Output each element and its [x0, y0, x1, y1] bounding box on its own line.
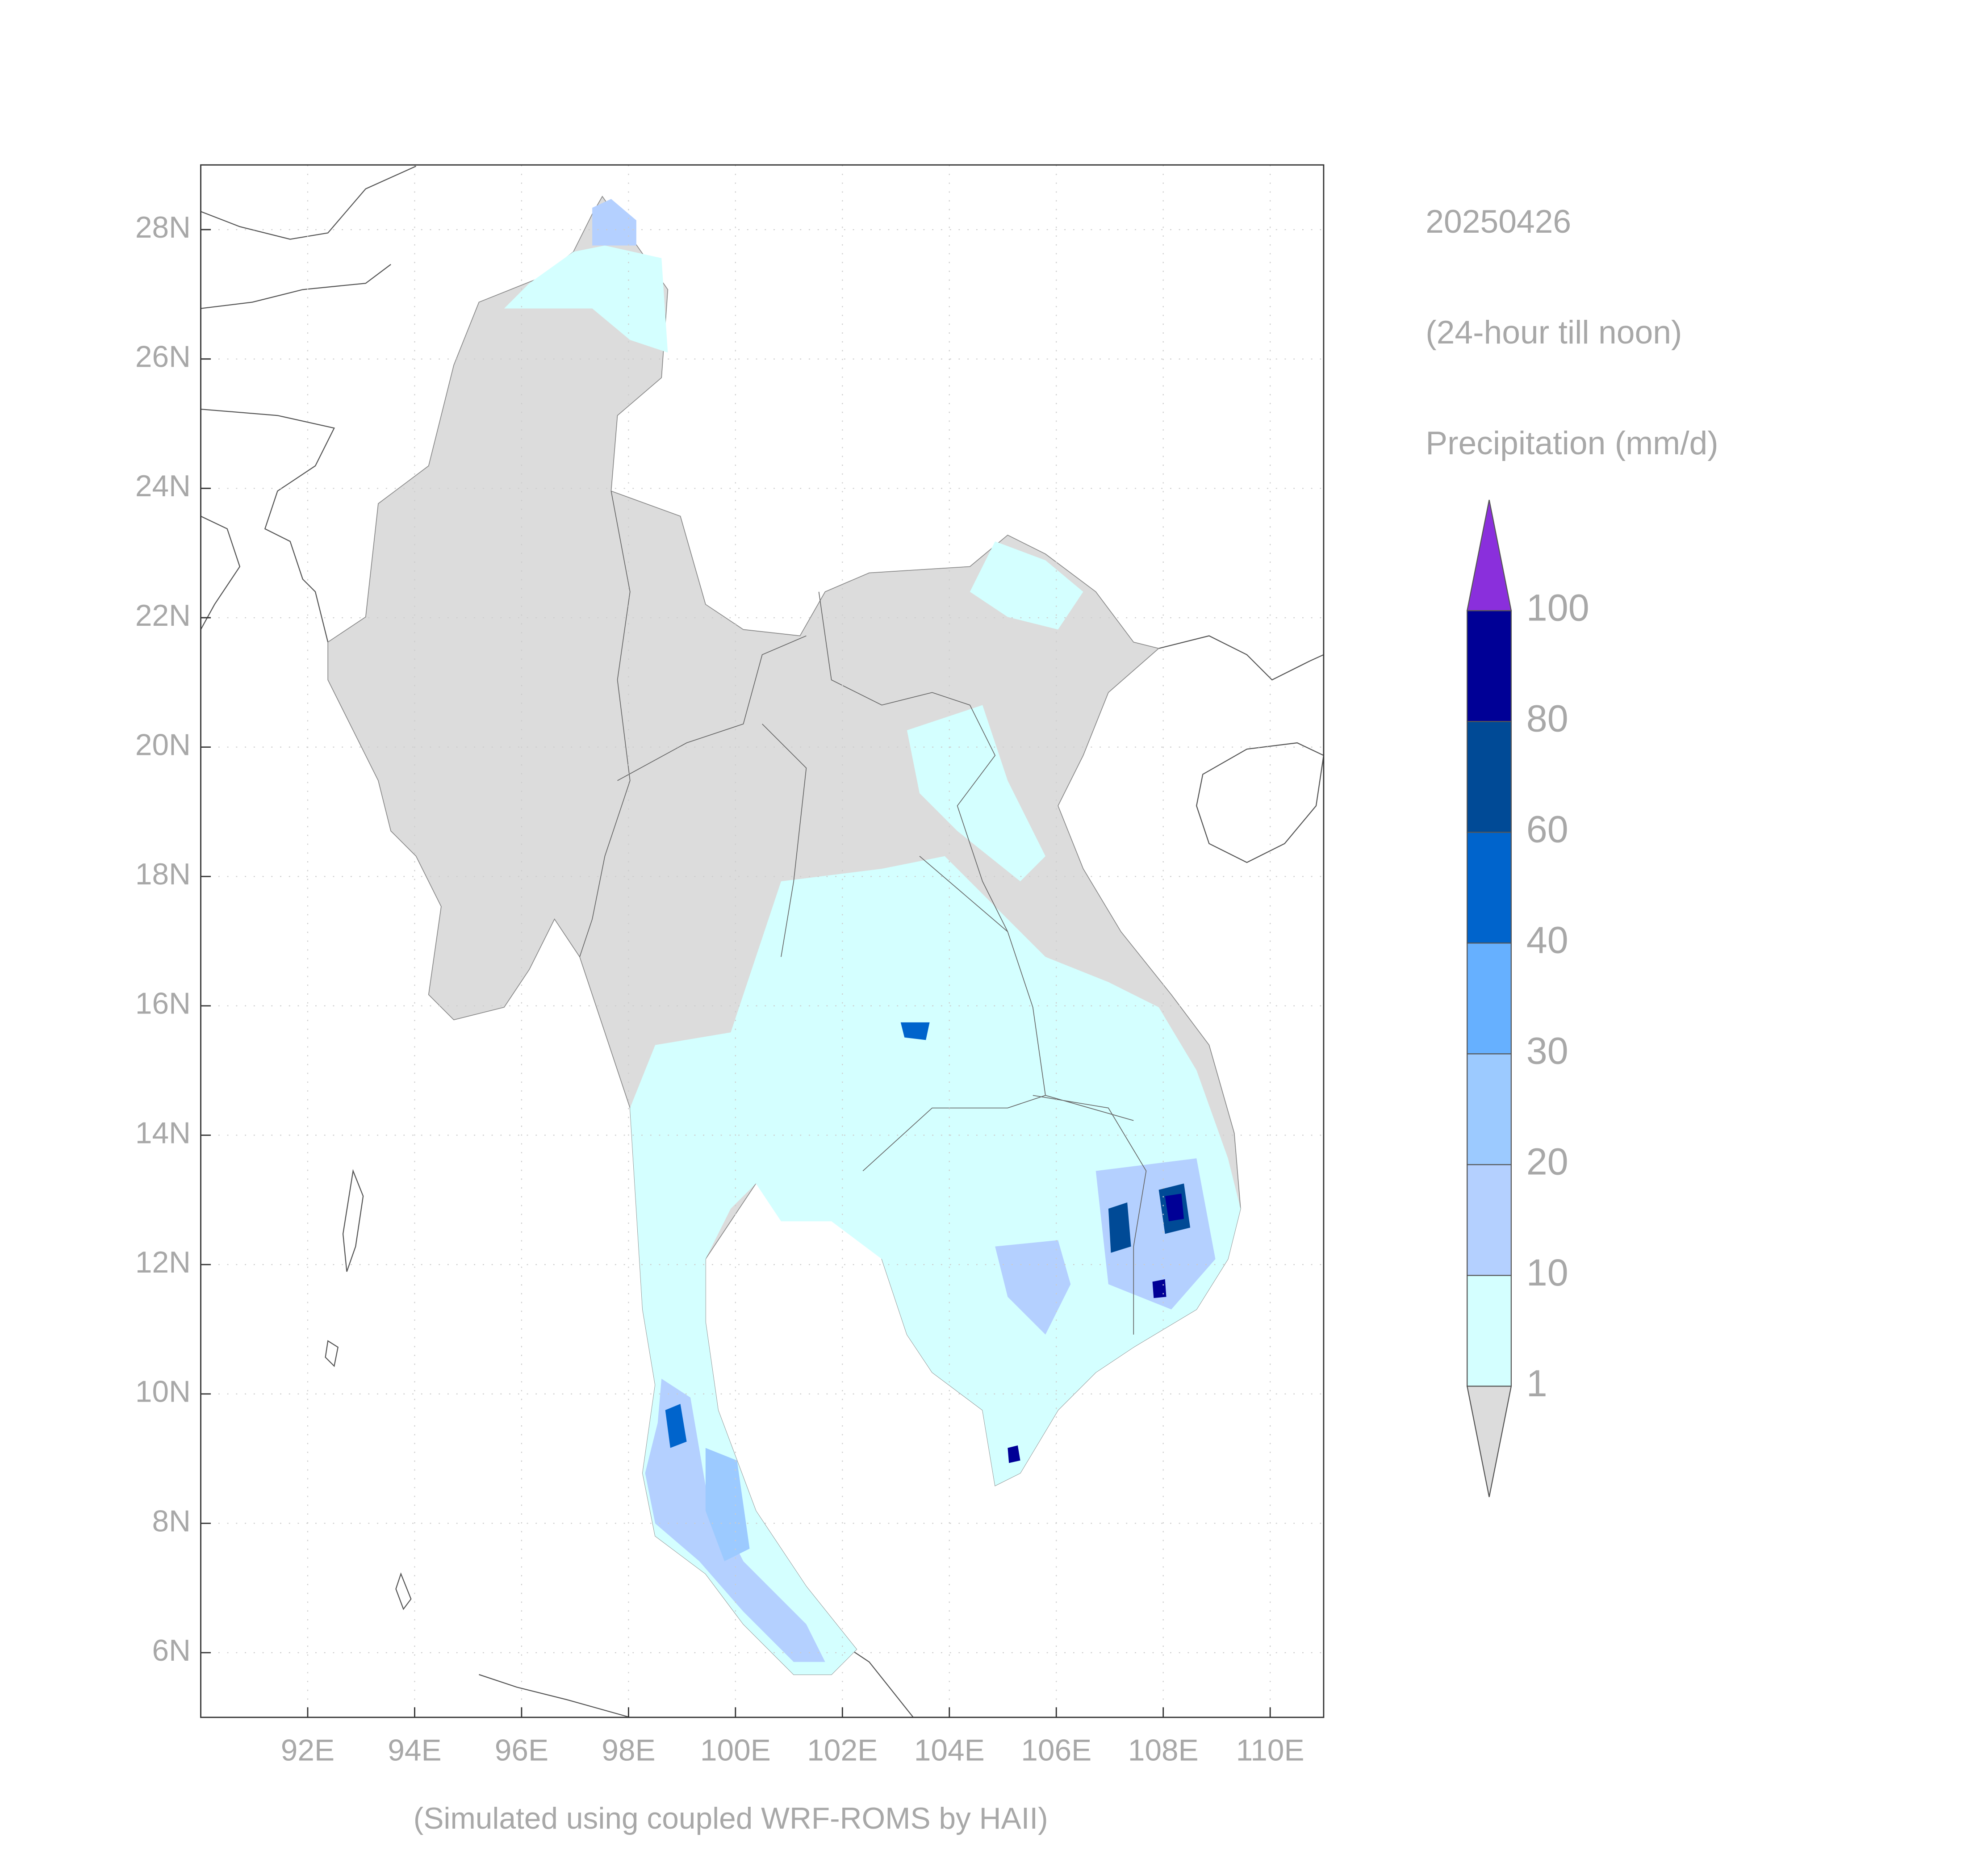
- coastline: [201, 264, 391, 309]
- rain-1-10: [504, 245, 668, 353]
- colorbar-label: 60: [1526, 808, 1568, 850]
- x-tick-label: 98E: [602, 1734, 655, 1767]
- y-tick-label: 18N: [135, 858, 191, 891]
- x-tick-label: 110E: [1236, 1734, 1304, 1767]
- y-tick-label: 22N: [135, 599, 191, 632]
- y-tick-label: 10N: [135, 1375, 191, 1409]
- x-tick-label: 96E: [495, 1734, 548, 1767]
- x-tick-label: 94E: [388, 1734, 441, 1767]
- hainan: [1196, 742, 1325, 863]
- colorbar-swatch: [1467, 1164, 1512, 1276]
- x-tick-label: 106E: [1021, 1734, 1091, 1767]
- y-tick-label: 8N: [152, 1504, 191, 1538]
- x-tick-label: 102E: [807, 1734, 878, 1767]
- colorbar-label: 20: [1526, 1140, 1568, 1183]
- rain-1-10: [970, 541, 1083, 630]
- grid: [201, 165, 1324, 1717]
- map-layer: [200, 164, 1325, 1718]
- colorbar-label: 1: [1526, 1362, 1547, 1404]
- y-tick-label: 12N: [135, 1246, 191, 1279]
- colorbar-label: 40: [1526, 919, 1568, 961]
- colorbar: 1 10 20 30 40 60 80 100: [1466, 499, 1589, 1497]
- border: [579, 491, 1147, 1335]
- colorbar-under: [1466, 1386, 1512, 1497]
- y-tick-label: 14N: [135, 1116, 191, 1150]
- rain-10-20: [592, 199, 636, 246]
- date: 20250426: [1426, 203, 1571, 240]
- colorbar-swatch: [1467, 610, 1512, 722]
- x-tick-label: 104E: [914, 1734, 985, 1767]
- coastline: [201, 408, 335, 642]
- colorbar-label: 30: [1526, 1030, 1568, 1072]
- islands: [325, 1169, 412, 1610]
- colorbar-swatch: [1467, 942, 1512, 1055]
- x-tick-label: 92E: [281, 1734, 334, 1767]
- colorbar-swatch: [1467, 1275, 1512, 1387]
- colorbar-label: 10: [1526, 1251, 1568, 1294]
- colorbar-swatch: [1467, 1053, 1512, 1165]
- colorbar-swatch: [1467, 832, 1512, 944]
- y-tick-label: 26N: [135, 340, 191, 374]
- rain-1-10: [907, 705, 1045, 882]
- rain-10-20: [995, 1240, 1071, 1335]
- coastline: [200, 515, 241, 630]
- variable: Precipitation (mm/d): [1426, 425, 1718, 461]
- coastline: [1158, 635, 1324, 681]
- rain-20-30: [705, 1448, 750, 1562]
- colorbar-label: 80: [1526, 697, 1568, 740]
- colorbar-swatch: [1467, 721, 1512, 833]
- coastline: [201, 166, 417, 240]
- period: (24-hour till noon): [1426, 314, 1682, 351]
- y-tick-label: 28N: [135, 211, 191, 244]
- y-tick-label: 6N: [152, 1634, 191, 1667]
- colorbar-over: [1466, 499, 1512, 611]
- map-frame: [200, 164, 1325, 1718]
- rain-1-10: [630, 856, 1241, 1675]
- credit: (Simulated using coupled WRF-ROMS by HAI…: [414, 1802, 1048, 1835]
- coastline: [479, 1674, 631, 1718]
- rain-10-20: [645, 1378, 825, 1662]
- x-tick-label: 100E: [700, 1734, 771, 1767]
- y-tick-label: 20N: [135, 728, 191, 762]
- y-tick-label: 24N: [135, 469, 191, 503]
- colorbar-label: 100: [1526, 586, 1589, 628]
- y-tick-label: 16N: [135, 987, 191, 1021]
- x-tick-label: 108E: [1128, 1734, 1199, 1767]
